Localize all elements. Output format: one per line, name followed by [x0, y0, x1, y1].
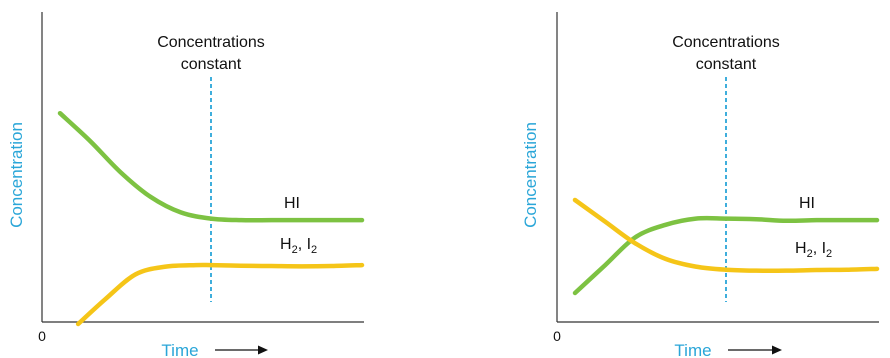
x-tick-label-0: 0	[38, 328, 46, 344]
series-line-h2i2	[572, 197, 880, 274]
time-arrow-head-icon	[772, 345, 782, 355]
annotation-line-1: Concentrations	[672, 34, 780, 51]
series-line-h2i2	[75, 262, 365, 327]
series-line-hi	[57, 110, 365, 223]
annotation-line-1: Concentrations	[157, 34, 265, 51]
x-axis-label: Time	[674, 341, 711, 358]
series-label-hi: HI	[284, 195, 300, 212]
chart-panel-2: Concentration 0 Time Concentrations constant…	[521, 12, 880, 358]
annotation-line-2: constant	[181, 56, 242, 73]
series-line-hi	[572, 215, 880, 296]
series-label-h2i2: H2, I2	[795, 240, 832, 260]
series-label-h2i2: H2, I2	[280, 236, 317, 256]
series-label-hi: HI	[799, 195, 815, 212]
x-axis-label: Time	[161, 341, 198, 358]
annotation-line-2: constant	[696, 56, 757, 73]
y-axis-label: Concentration	[7, 122, 26, 228]
time-arrow-head-icon	[258, 345, 268, 355]
y-axis-label: Concentration	[521, 122, 540, 228]
chart-panel-1: Concentration 0 Time Concentrations constant…	[7, 12, 365, 358]
x-tick-label-0: 0	[553, 328, 561, 344]
